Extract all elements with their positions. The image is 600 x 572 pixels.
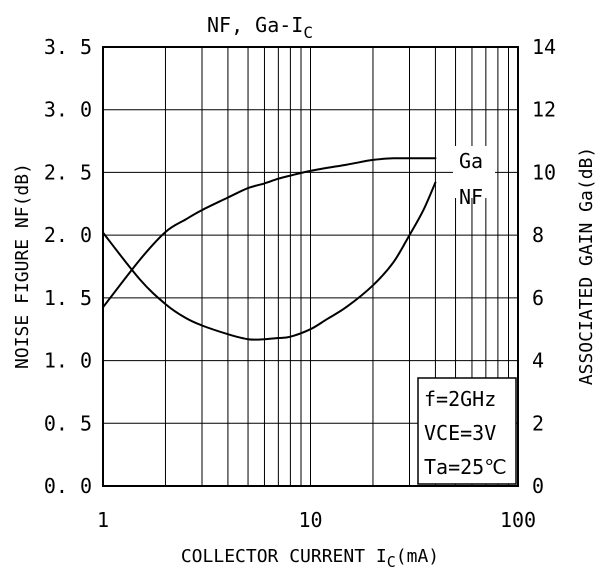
y-right-tick-label: 10: [532, 160, 556, 184]
y-left-tick-label: 3. 0: [44, 98, 92, 122]
y-right-tick-label: 6: [532, 286, 544, 310]
x-tick-label: 1: [97, 508, 109, 532]
y-right-tick-label: 2: [532, 411, 544, 435]
y-right-tick-label: 14: [532, 35, 556, 59]
y-left-tick-label: 0. 0: [44, 474, 92, 498]
condition-temperature: Ta=25℃: [424, 455, 507, 479]
ga-curve-label: Ga: [459, 149, 483, 173]
condition-frequency: f=2GHz: [424, 387, 496, 411]
chart-title: NF, Ga-IC: [207, 13, 313, 42]
y-right-tick-label: 0: [532, 474, 544, 498]
y-axis-left-title: NOISE FIGURE NF(dB): [12, 163, 33, 369]
y-left-tick-label: 1. 5: [44, 286, 92, 310]
y-left-tick-label: 3. 5: [44, 35, 92, 59]
y-left-tick-label: 2. 5: [44, 160, 92, 184]
series-line-ga: [102, 157, 437, 309]
curve-label-background: [453, 146, 495, 198]
nf-curve-label: NF: [459, 185, 483, 209]
y-right-tick-label: 4: [532, 349, 544, 373]
x-tick-label: 10: [298, 508, 322, 532]
y-right-tick-label: 8: [532, 223, 544, 247]
y-left-tick-label: 2. 0: [44, 223, 92, 247]
x-axis-title: COLLECTOR CURRENT IC(mA): [181, 546, 439, 571]
y-right-tick-label: 12: [532, 98, 556, 122]
series-line-nf: [102, 181, 437, 341]
y-left-tick-label: 0. 5: [44, 411, 92, 435]
plot-frame: [102, 46, 519, 487]
y-axis-right-title: ASSOCIATED GAIN Ga(dB): [576, 147, 597, 385]
condition-vce: VCE=3V: [424, 421, 496, 445]
x-tick-label: 100: [500, 508, 536, 532]
series: [102, 157, 437, 341]
conditions-box: f=2GHz VCE=3V Ta=25℃: [417, 377, 517, 485]
y-left-tick-label: 1. 0: [44, 349, 92, 373]
tick-labels: 0. 0 0. 5 1. 0 1. 5 2. 0 2. 5 3. 0 3. 5 0 2 4 6 8 10 1…: [44, 35, 556, 532]
